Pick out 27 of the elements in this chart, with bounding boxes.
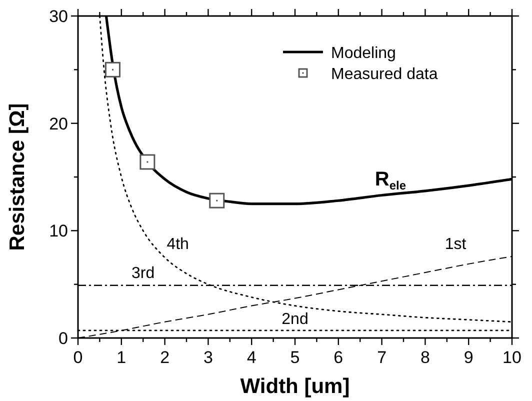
point [140,154,156,170]
series-label: 4th [166,236,189,253]
legend-label: Measured data [331,66,438,83]
x-tick-label: 6 [334,348,344,367]
y-axis-title: Resistance [Ω] [6,103,29,251]
x-tick-label: 9 [464,348,474,367]
x-tick-label: 3 [203,348,213,367]
x-tick-label: 7 [377,348,387,367]
series-label: 2nd [282,311,308,328]
point [104,62,120,78]
x-tick-label: 10 [502,348,522,367]
point [209,192,225,208]
series-label: 3rd [132,264,155,282]
y-tick-label: 20 [49,114,68,134]
x-tick-label: 2 [160,348,170,367]
x-tick-label: 4 [246,348,256,367]
series-label: 1st [444,236,467,253]
x-tick-label: 1 [116,348,126,367]
legend-label: Modeling [331,45,396,62]
x-tick-label: 0 [73,348,83,367]
x-tick-label: 8 [420,348,430,367]
x-tick-label: 5 [290,348,300,367]
y-tick-label: 10 [49,222,68,241]
x-axis-title: Width [um] [240,375,350,398]
y-tick-label: 0 [58,329,68,348]
y-tick-label: 30 [49,7,68,26]
annotation: R$_{ele}$ [374,168,406,192]
